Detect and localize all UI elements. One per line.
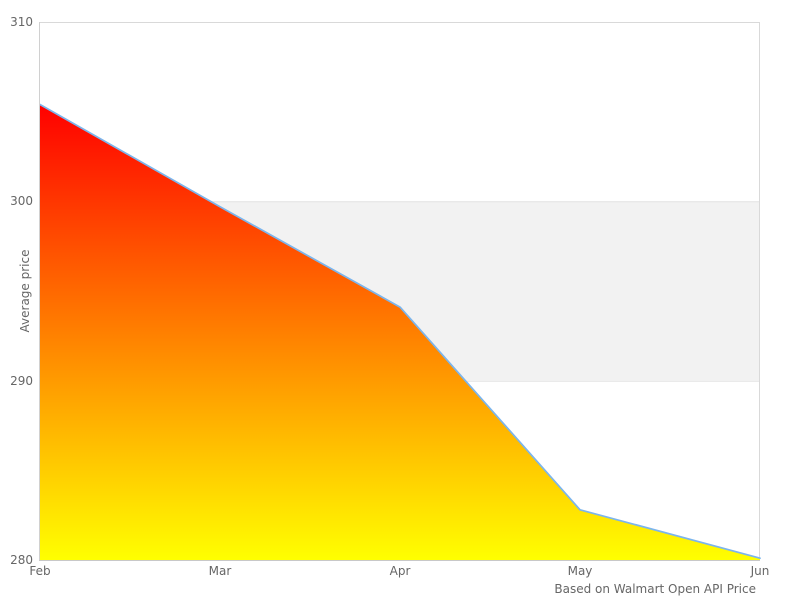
y-tick-label: 280 (10, 553, 33, 567)
x-tick-label: Feb (29, 564, 51, 578)
x-tick-label: Mar (208, 564, 232, 578)
area-fill[interactable] (40, 104, 760, 561)
y-tick-label: 290 (10, 373, 33, 388)
x-tick-label: Jun (750, 564, 770, 578)
y-tick-label: 300 (10, 194, 33, 209)
y-tick-label: 310 (10, 15, 33, 29)
credits-label: Based on Walmart Open API Price (554, 582, 756, 596)
x-tick-label: May (567, 564, 593, 578)
price-line (39, 103, 761, 560)
y-axis-title: Average price (18, 249, 32, 333)
x-tick-label: Apr (389, 564, 411, 578)
